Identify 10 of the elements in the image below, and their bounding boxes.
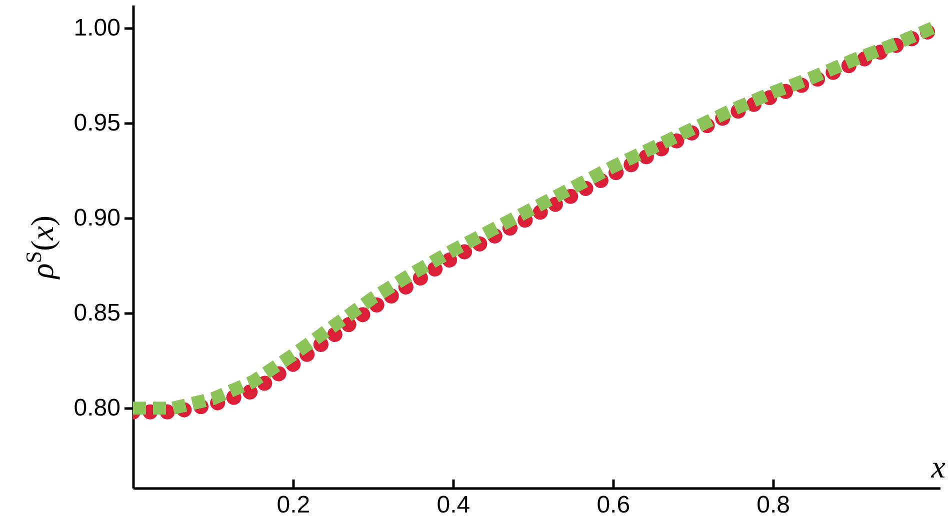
y-tick-label: 0.80 <box>74 394 120 422</box>
x-tick-label: 0.6 <box>596 492 630 518</box>
x-tick-label: 0.2 <box>276 492 310 518</box>
x-axis-title: x <box>930 448 946 484</box>
y-tick-label: 0.85 <box>74 300 120 327</box>
y-tick-label: 0.90 <box>74 204 120 232</box>
y-tick-label: 1.00 <box>74 14 120 42</box>
x-tick-label: 0.8 <box>756 492 790 518</box>
x-tick-label: 0.4 <box>436 492 470 518</box>
y-tick-label: 0.95 <box>74 109 120 136</box>
